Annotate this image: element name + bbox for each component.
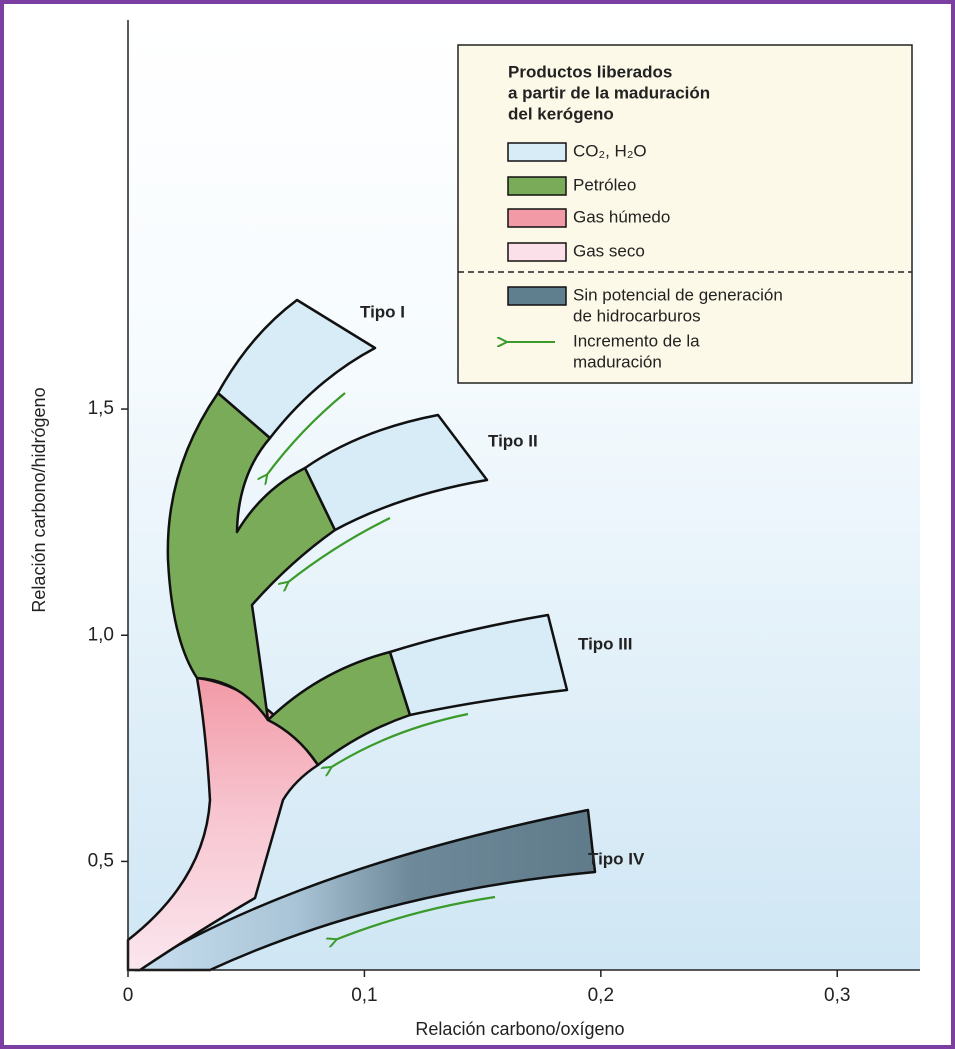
y-tick-label: 1,5	[88, 398, 114, 419]
legend-title: a partir de la maduración	[508, 83, 710, 102]
x-tick-label: 0,2	[588, 985, 614, 1006]
x-axis-label: Relación carbono/oxígeno	[415, 1019, 624, 1039]
annotation: Tipo III	[578, 634, 632, 653]
type-iv-band	[133, 808, 597, 972]
arrows	[266, 392, 496, 940]
legend-label: de hidrocarburos	[573, 306, 701, 325]
y-axis-label: Relación carbono/hidrógeno	[29, 387, 49, 612]
legend-swatch	[507, 142, 567, 162]
maturation-arrow	[287, 517, 391, 583]
y-tick-label: 1,0	[88, 624, 114, 645]
type-iii-band	[388, 613, 569, 717]
legend-title: Productos liberados	[508, 62, 672, 81]
y-tick-label: 0,5	[88, 850, 114, 871]
bands	[126, 298, 597, 972]
legend-swatch	[507, 176, 567, 196]
x-tick-label: 0,3	[824, 985, 850, 1006]
legend-label: Sin potencial de generación	[573, 285, 783, 304]
maturation-arrow	[335, 895, 496, 940]
x-tick-label: 0	[123, 985, 134, 1006]
legend-label: maduración	[573, 352, 662, 371]
legend-swatch	[507, 286, 567, 306]
legend: Productos liberados a partir de la madur…	[457, 44, 913, 384]
type-ii-band	[303, 413, 489, 532]
oil-band	[166, 391, 337, 722]
maturation-arrow	[266, 392, 346, 476]
x-tick-label: 0,1	[351, 985, 377, 1006]
annotation: Tipo IV	[588, 849, 645, 868]
type-i-band	[216, 298, 377, 440]
annotation: Tipo I	[360, 302, 405, 321]
maturation-arrow	[330, 712, 469, 768]
legend-swatch	[507, 242, 567, 262]
legend-title: del kerógeno	[508, 104, 614, 123]
legend-label: Incremento de la	[573, 331, 700, 350]
type-iii-oil	[266, 650, 412, 767]
legend-label: Petróleo	[573, 175, 636, 194]
legend-swatch	[507, 208, 567, 228]
legend-label: Gas seco	[573, 241, 645, 260]
annotation: Tipo II	[488, 431, 538, 450]
legend-label: CO₂, H₂O	[573, 141, 647, 160]
legend-label: Gas húmedo	[573, 207, 670, 226]
